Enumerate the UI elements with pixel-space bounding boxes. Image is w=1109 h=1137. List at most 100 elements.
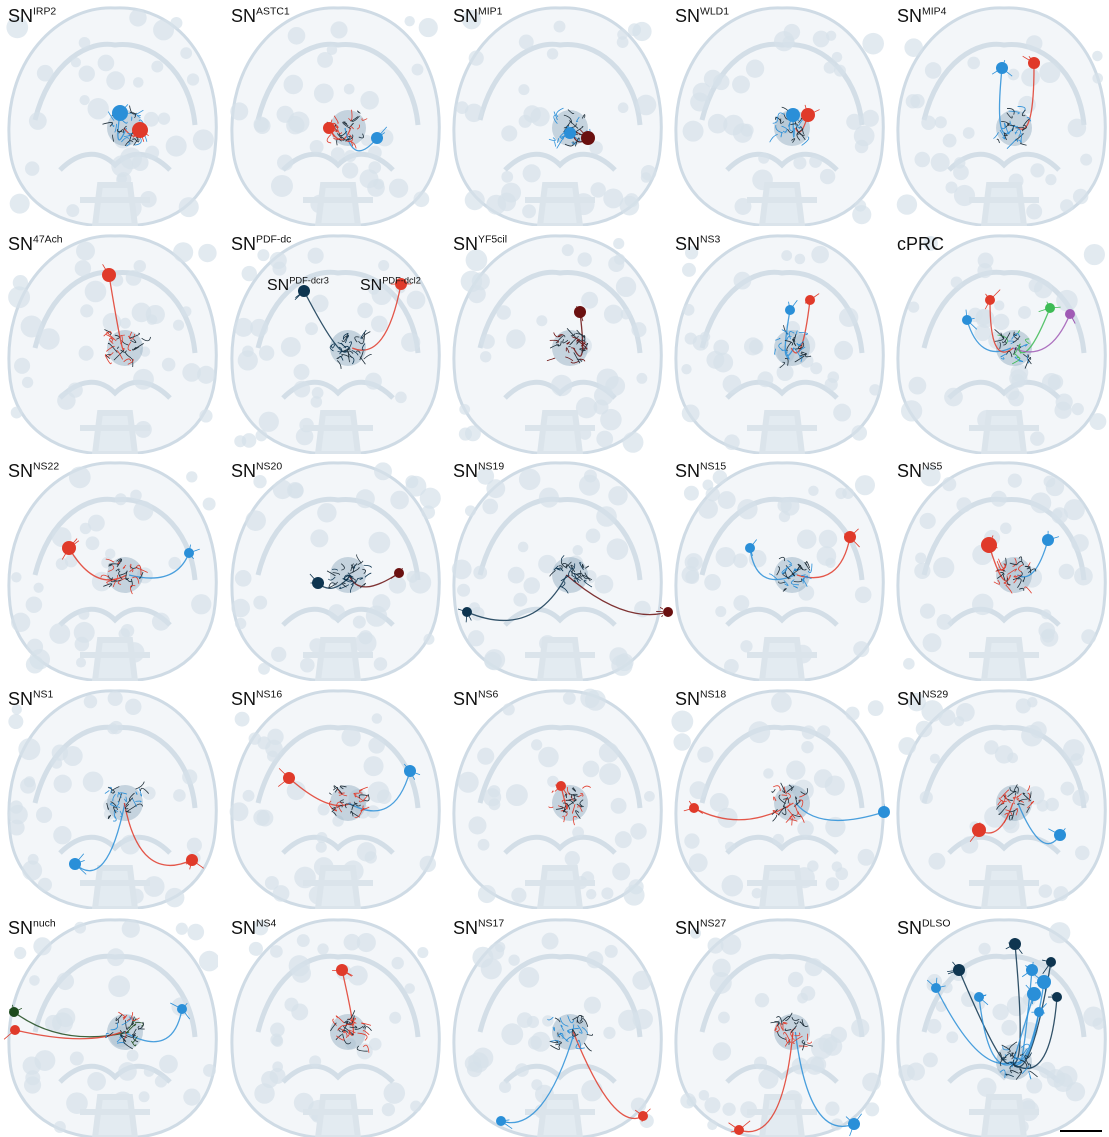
cell-body-background	[477, 748, 494, 765]
cell-body-background	[122, 920, 140, 938]
cell-body-background	[118, 1062, 137, 1081]
cell-body-background	[501, 1023, 523, 1045]
cell-body-background	[519, 35, 534, 50]
cell-body-background	[257, 736, 270, 749]
cell-body-background	[170, 17, 182, 29]
cell-body-background	[78, 609, 89, 620]
panel-label: SNDLSO	[897, 918, 950, 938]
label-base: SN	[897, 689, 922, 709]
cell-body-background	[858, 849, 875, 866]
label-base: SN	[360, 277, 382, 294]
label-superscript: NS5	[922, 461, 942, 472]
panel-label: SNNS22	[8, 461, 59, 481]
cell-body-background	[1046, 798, 1059, 811]
cell-body-background	[198, 244, 216, 262]
cell-body-background	[187, 924, 204, 941]
cell-body-background	[145, 146, 159, 160]
cell-body-background	[953, 164, 969, 180]
label-superscript: IRP2	[33, 6, 56, 17]
label-superscript: PDF-dcl2	[382, 275, 421, 285]
label-base: SN	[8, 461, 33, 481]
cell-body-background	[708, 937, 724, 953]
soma	[496, 1116, 506, 1126]
cell-body-background	[805, 958, 823, 976]
soma	[878, 806, 890, 818]
cell-body-background	[162, 358, 176, 372]
soma	[1054, 829, 1066, 841]
cell-body-background	[542, 1015, 553, 1026]
cell-body-background	[412, 64, 424, 76]
cell-body-background	[158, 112, 170, 124]
cell-body-background	[724, 659, 739, 674]
cell-body-background	[360, 91, 379, 110]
soma	[371, 132, 383, 144]
cell-body-background	[292, 964, 311, 983]
panel: SNIRP2	[6, 6, 216, 226]
cell-body-background	[832, 52, 843, 63]
label-base: SN	[267, 277, 289, 294]
cell-body-background	[994, 300, 1004, 310]
cell-body-background	[85, 281, 107, 303]
cell-body-background	[368, 146, 382, 160]
cell-body-background	[617, 36, 629, 48]
cell-body-background	[68, 383, 83, 398]
cell-body-background	[615, 831, 632, 848]
cell-body-background	[1092, 51, 1102, 61]
cell-body-background	[1026, 1078, 1042, 1094]
cell-body-background	[898, 737, 916, 755]
cell-body-background	[499, 1081, 511, 1093]
cell-body-background	[993, 314, 1009, 330]
cell-body-background	[808, 486, 818, 496]
cell-body-background	[839, 308, 858, 327]
label-base: SN	[675, 234, 700, 254]
cell-body-background	[513, 593, 527, 607]
cell-body-background	[310, 529, 328, 547]
cell-body-background	[284, 998, 298, 1012]
cell-body-background	[702, 480, 713, 491]
soma	[9, 1007, 19, 1017]
panel: SNNS16	[230, 689, 440, 909]
cell-body-background	[243, 790, 255, 802]
panel: SNNS1	[8, 689, 216, 909]
cell-body-background	[732, 76, 750, 94]
panel-label: SNNS4	[231, 918, 277, 938]
cell-body-background	[943, 134, 957, 148]
cell-body-background	[76, 657, 86, 667]
soma	[62, 541, 76, 555]
cell-body-background	[54, 1121, 66, 1133]
cell-body-background	[372, 713, 383, 724]
cell-body-background	[931, 153, 950, 172]
panel: cPRC	[897, 234, 1106, 454]
cell-body-background	[1056, 393, 1073, 410]
cell-body-background	[270, 945, 283, 958]
panel: SNNS5	[897, 461, 1105, 681]
cell-body-background	[488, 798, 500, 810]
cell-body-background	[133, 77, 144, 88]
cell-body-background	[374, 657, 388, 671]
cell-body-background	[825, 776, 845, 796]
cell-body-background	[826, 31, 836, 41]
panel: SNNS17	[453, 918, 661, 1137]
cell-body-background	[992, 1004, 1008, 1020]
cell-body-background	[253, 809, 269, 825]
cell-body-background	[862, 33, 884, 55]
cell-body-background	[914, 152, 930, 168]
cell-body-background	[1090, 413, 1107, 430]
cell-body-background	[746, 60, 764, 78]
cell-body-background	[465, 505, 476, 516]
cell-body-background	[288, 27, 306, 45]
cell-body-background	[522, 204, 536, 218]
soma	[574, 306, 586, 318]
cell-body-background	[193, 129, 214, 150]
cell-body-background	[56, 1008, 75, 1027]
cell-body-background	[921, 115, 936, 130]
cell-body-background	[314, 83, 334, 103]
cell-body-background	[142, 786, 155, 799]
panel-label: SNMIP4	[897, 6, 947, 26]
cell-body-background	[344, 150, 356, 162]
cell-body-background	[458, 772, 479, 793]
cell-body-background	[608, 486, 627, 505]
cell-body-background	[147, 314, 158, 325]
soma	[786, 108, 800, 122]
arbor	[1005, 1055, 1006, 1056]
